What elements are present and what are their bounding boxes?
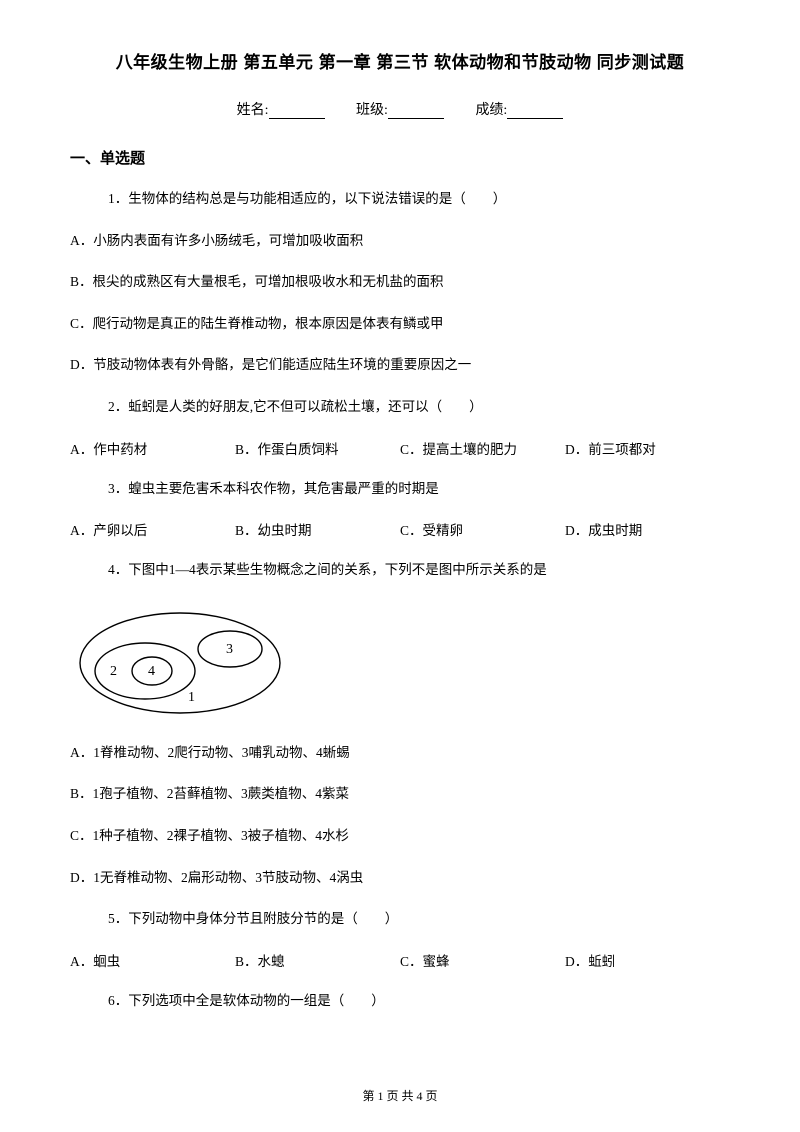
score-label: 成绩: — [475, 103, 507, 118]
q4-opt-b: B．1孢子植物、2苔藓植物、3蕨类植物、4紫菜 — [70, 783, 730, 805]
q6-stem: 6．下列选项中全是软体动物的一组是（ ） — [108, 990, 730, 1012]
q2-opt-b: B．作蛋白质饲料 — [235, 438, 400, 458]
q3-opt-a: A．产卵以后 — [70, 519, 235, 539]
q3-opt-b: B．幼虫时期 — [235, 519, 400, 539]
q5-stem: 5．下列动物中身体分节且附肢分节的是（ ） — [108, 908, 730, 930]
class-blank — [388, 105, 444, 119]
page-footer: 第 1 页 共 4 页 — [0, 1087, 800, 1104]
label-1: 1 — [188, 690, 195, 705]
label-2: 2 — [110, 664, 117, 679]
info-line: 姓名: 班级: 成绩: — [70, 99, 730, 119]
name-label: 姓名: — [237, 103, 269, 118]
q4-stem: 4．下图中1—4表示某些生物概念之间的关系，下列不是图中所示关系的是 — [108, 559, 730, 581]
q2-opt-c: C．提高土壤的肥力 — [400, 438, 565, 458]
q2-stem: 2．蚯蚓是人类的好朋友,它不但可以疏松土壤，还可以（ ） — [108, 396, 730, 418]
q4-opt-a: A．1脊椎动物、2爬行动物、3哺乳动物、4蜥蜴 — [70, 742, 730, 764]
label-3: 3 — [226, 642, 233, 657]
q5-opt-c: C．蜜蜂 — [400, 950, 565, 970]
q4-opt-d: D．1无脊椎动物、2扁形动物、3节肢动物、4涡虫 — [70, 867, 730, 889]
class-label: 班级: — [356, 103, 388, 118]
q1-stem: 1．生物体的结构总是与功能相适应的，以下说法错误的是（ ） — [108, 188, 730, 210]
score-blank — [507, 105, 563, 119]
q2-options: A．作中药材 B．作蛋白质饲料 C．提高土壤的肥力 D．前三项都对 — [70, 438, 730, 458]
q3-opt-c: C．受精卵 — [400, 519, 565, 539]
name-blank — [269, 105, 325, 119]
q1-opt-d: D．节肢动物体表有外骨骼，是它们能适应陆生环境的重要原因之一 — [70, 354, 730, 376]
q1-opt-a: A．小肠内表面有许多小肠绒毛，可增加吸收面积 — [70, 230, 730, 252]
page-title: 八年级生物上册 第五单元 第一章 第三节 软体动物和节肢动物 同步测试题 — [70, 48, 730, 73]
q1-opt-b: B．根尖的成熟区有大量根毛，可增加根吸收水和无机盐的面积 — [70, 271, 730, 293]
section-header: 一、单选题 — [70, 147, 730, 168]
q5-opt-b: B．水螅 — [235, 950, 400, 970]
q2-opt-a: A．作中药材 — [70, 438, 235, 458]
q4-diagram: 1 2 3 4 — [70, 601, 730, 726]
q2-opt-d: D．前三项都对 — [565, 438, 730, 458]
q5-opt-a: A．蛔虫 — [70, 950, 235, 970]
q5-options: A．蛔虫 B．水螅 C．蜜蜂 D．蚯蚓 — [70, 950, 730, 970]
q3-options: A．产卵以后 B．幼虫时期 C．受精卵 D．成虫时期 — [70, 519, 730, 539]
q4-opt-c: C．1种子植物、2裸子植物、3被子植物、4水杉 — [70, 825, 730, 847]
q5-opt-d: D．蚯蚓 — [565, 950, 730, 970]
q3-opt-d: D．成虫时期 — [565, 519, 730, 539]
label-4: 4 — [148, 664, 155, 679]
venn-diagram: 1 2 3 4 — [70, 601, 290, 721]
q1-opt-c: C．爬行动物是真正的陆生脊椎动物，根本原因是体表有鳞或甲 — [70, 313, 730, 335]
q3-stem: 3．蝗虫主要危害禾本科农作物，其危害最严重的时期是 — [108, 478, 730, 500]
